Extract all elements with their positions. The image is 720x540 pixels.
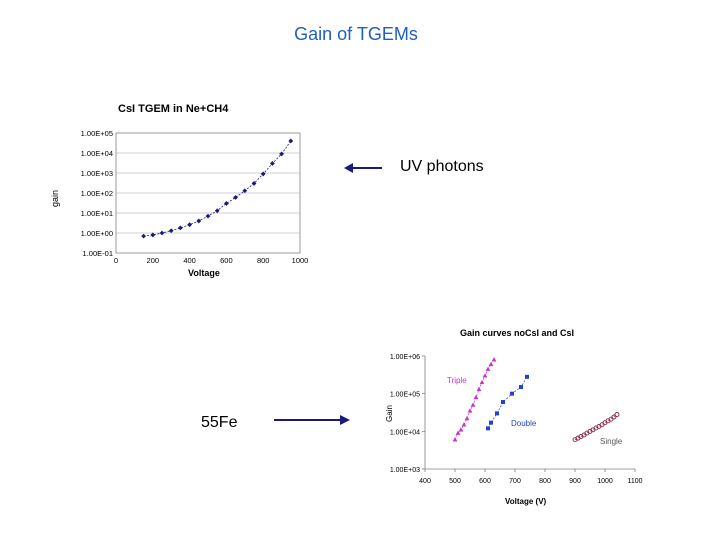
chart1-series xyxy=(141,138,294,239)
chart2-point-single xyxy=(611,414,617,420)
chart1-y-tick-label: 1.00E+05 xyxy=(81,129,113,138)
chart2-point-double xyxy=(525,374,529,379)
chart1-x-tick-labels: 0 200 400 600 800 1000 xyxy=(114,256,308,265)
chart1-y-tick-label: 1.00E+03 xyxy=(81,169,113,178)
chart2-y-tick-label: 1.00E+03 xyxy=(390,467,420,474)
chart1-data-point xyxy=(251,181,257,186)
chart1-y-axis-label: gain xyxy=(50,190,60,207)
chart1-data-point xyxy=(288,138,294,144)
series-label-single: Single xyxy=(600,437,623,446)
series-label-triple: Triple xyxy=(447,376,467,385)
chart2-x-tick-label: 400 xyxy=(419,478,431,485)
chart1-x-tick-label: 1000 xyxy=(292,256,309,265)
chart1-data-point xyxy=(224,201,229,206)
chart2-point-single xyxy=(614,412,620,417)
chart2-x-tick-label: 1100 xyxy=(627,478,642,485)
chart1-data-point xyxy=(233,195,238,200)
chart1-data-point xyxy=(279,151,284,157)
chart2-series-line xyxy=(574,414,618,441)
chart2-point-triple xyxy=(482,373,488,378)
chart1-title: CsI TGEM in Ne+CH4 xyxy=(118,103,229,115)
chart2-x-tick-label: 700 xyxy=(509,478,521,485)
chart2-point-triple xyxy=(488,361,494,367)
chart2-point-double xyxy=(486,426,490,431)
chart2-y-axis-label: Gain xyxy=(385,405,394,422)
chart2-point-triple xyxy=(467,408,473,413)
chart1-data-point xyxy=(205,213,211,219)
chart2-point-triple xyxy=(455,430,461,435)
chart1-x-axis-label: Voltage xyxy=(188,268,220,278)
chart-csi-tgem: CsI TGEM in Ne+CH4 1.00E-011.00E+001.00E… xyxy=(50,103,308,278)
uv-arrow xyxy=(344,163,382,173)
chart2-point-double xyxy=(519,385,523,390)
chart2-x-tick-label: 500 xyxy=(449,478,461,485)
chart1-data-point xyxy=(214,208,220,214)
chart2-x-tick-label: 1000 xyxy=(597,478,613,485)
chart2-point-triple xyxy=(473,394,479,400)
chart2-point-triple xyxy=(485,366,491,371)
chart2-point-double xyxy=(501,400,505,405)
chart2-point-triple xyxy=(479,379,485,385)
chart2-x-tick-labels: 400 500 600 700 800 900 1000 1100 xyxy=(419,469,643,485)
chart1-x-tick-label: 200 xyxy=(147,256,160,265)
chart2-title: Gain curves noCsI and CsI xyxy=(460,328,574,338)
uv-photons-label: UV photons xyxy=(400,158,484,175)
chart2-point-triple xyxy=(470,402,476,407)
chart1-data-point xyxy=(178,225,183,231)
chart2-point-triple xyxy=(464,415,470,421)
chart1-y-tick-label: 1.00E-01 xyxy=(83,249,113,258)
chart2-x-tick-label: 600 xyxy=(479,478,491,485)
chart1-data-point xyxy=(196,218,202,224)
chart2-point-double xyxy=(510,391,514,396)
chart2-x-tick-label: 900 xyxy=(569,478,581,485)
chart1-x-tick-label: 600 xyxy=(220,256,233,265)
fe-arrow xyxy=(274,415,350,425)
chart2-point-double xyxy=(495,411,499,416)
chart1-gridlines xyxy=(116,132,300,254)
chart1-data-point xyxy=(168,228,174,234)
chart2-y-tick-label: 1.00E+06 xyxy=(390,354,420,361)
chart1-x-tick-label: 800 xyxy=(257,256,270,265)
series-label-double: Double xyxy=(511,419,537,428)
chart2-point-triple xyxy=(461,422,467,427)
chart-gain-curves: Gain curves noCsI and CsI 1.00E+031.00E+… xyxy=(385,328,643,506)
chart1-data-point xyxy=(270,161,275,166)
chart2-point-triple xyxy=(452,437,458,442)
chart2-series xyxy=(452,357,620,443)
chart1-data-point xyxy=(260,171,266,177)
chart2-y-tick-label: 1.00E+05 xyxy=(390,392,420,399)
chart2-y-tick-label: 1.00E+04 xyxy=(390,429,420,436)
chart1-y-tick-labels: 1.00E-01 1.00E+00 1.00E+01 1.00E+02 1.00E+03… xyxy=(81,129,113,258)
chart1-y-tick-label: 1.00E+01 xyxy=(81,209,113,218)
chart1-data-point xyxy=(150,232,156,238)
chart1-data-point xyxy=(141,233,146,239)
chart1-data-point xyxy=(159,230,165,236)
chart1-y-tick-label: 1.00E+04 xyxy=(81,149,113,158)
chart2-point-triple xyxy=(458,427,464,432)
chart2-y-tick-labels: 1.00E+03 1.00E+04 1.00E+05 1.00E+06 xyxy=(390,354,425,474)
chart2-x-tick-label: 800 xyxy=(539,478,551,485)
chart1-y-tick-label: 1.00E+00 xyxy=(81,229,113,238)
chart1-x-tick-label: 400 xyxy=(183,256,196,265)
chart2-point-double xyxy=(489,420,493,425)
fe55-label: 55Fe xyxy=(201,414,238,431)
chart1-data-point xyxy=(187,222,192,228)
chart1-y-tick-label: 1.00E+02 xyxy=(81,189,113,198)
slide-title: Gain of TGEMs xyxy=(294,24,418,44)
chart1-data-point xyxy=(242,188,248,194)
chart1-x-tick-label: 0 xyxy=(114,256,118,265)
chart2-point-triple xyxy=(476,386,482,392)
chart2-point-triple xyxy=(491,357,497,362)
chart2-x-axis-label: Voltage (V) xyxy=(505,497,547,506)
